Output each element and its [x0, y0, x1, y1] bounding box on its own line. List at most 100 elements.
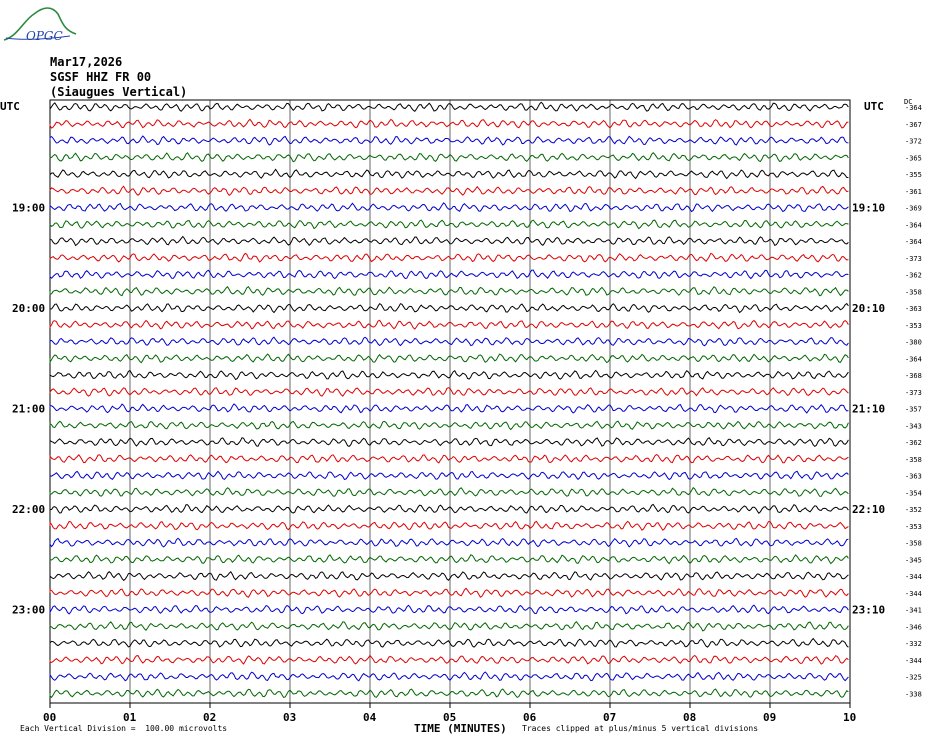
dc-offset-value: -352	[905, 506, 922, 514]
dc-offset-value: -361	[905, 188, 922, 196]
logo-text: OPGC	[26, 29, 63, 43]
minute-gridlines	[49, 100, 851, 708]
dc-offset-labels: -364 -367 -372 -365 -355 -361 -369 -364 -364 -373…	[905, 104, 922, 698]
dc-offset-value: -380	[905, 339, 922, 347]
logo-underline	[5, 35, 71, 40]
dc-offset-value: -368	[905, 372, 922, 380]
dc-offset-value: -345	[905, 556, 922, 564]
x-tick-labels: 00 01 02 03 04 05 06 07 08 09 10	[43, 711, 856, 724]
seismic-trace	[49, 604, 849, 615]
x-axis-title: TIME (MINUTES)	[414, 722, 507, 735]
header-station: SGSF HHZ FR 00	[50, 70, 152, 84]
left-utc-label: UTC	[0, 100, 20, 113]
dc-offset-value: -373	[905, 389, 922, 397]
dc-offset-value: -353	[905, 523, 922, 531]
right-utc-label: UTC	[864, 100, 884, 113]
seismic-trace	[49, 219, 849, 230]
x-tick-label: 01	[123, 711, 137, 724]
seismic-trace	[49, 454, 849, 464]
dc-offset-value: -364	[905, 104, 922, 112]
dc-offset-value: -364	[905, 238, 922, 246]
logo-mountain-curve	[3, 7, 77, 41]
dc-offset-value: -367	[905, 121, 922, 129]
left-hour-label: 23:00	[12, 604, 45, 617]
x-tick-label: 03	[283, 711, 296, 724]
left-time-labels: 19:00 20:00 21:00 22:00 23:00	[12, 202, 45, 617]
seismic-trace	[49, 336, 849, 347]
dc-offset-value: -341	[905, 607, 922, 615]
dc-offset-value: -346	[905, 623, 922, 631]
x-tick-label: 10	[843, 711, 856, 724]
x-tick-label: 02	[203, 711, 216, 724]
seismic-trace	[49, 671, 849, 682]
seismic-trace	[49, 436, 849, 448]
x-tick-label: 09	[763, 711, 776, 724]
dc-offset-value: -344	[905, 573, 922, 581]
seismic-trace	[49, 420, 849, 431]
seismic-traces	[49, 101, 849, 699]
seismic-trace	[49, 319, 849, 330]
seismic-trace	[49, 387, 849, 397]
right-hour-label: 23:10	[852, 604, 885, 617]
header-date: Mar17,2026	[50, 55, 123, 69]
dc-offset-value: -358	[905, 456, 922, 464]
opgc-logo: OPGC	[3, 7, 77, 43]
dc-offset-value: -365	[905, 154, 922, 162]
seismic-trace	[49, 654, 849, 665]
dc-offset-value: -358	[905, 540, 922, 548]
dc-header-label: DC	[904, 98, 912, 106]
dc-offset-value: -353	[905, 322, 922, 330]
seismic-trace	[49, 302, 849, 314]
dc-offset-value: -338	[905, 690, 922, 698]
dc-offset-value: -354	[905, 489, 922, 497]
left-hour-label: 21:00	[12, 403, 45, 416]
right-time-labels: 19:10 20:10 21:10 22:10 23:10	[852, 202, 885, 617]
seismic-trace	[49, 135, 849, 146]
dc-offset-value: -369	[905, 205, 922, 213]
dc-offset-value: -362	[905, 272, 922, 280]
x-tick-label: 06	[523, 711, 537, 724]
dc-offset-value: -332	[905, 640, 922, 648]
seismic-trace	[49, 554, 849, 565]
seismic-trace	[49, 369, 849, 381]
x-tick-label: 00	[43, 711, 56, 724]
seismic-trace	[49, 101, 849, 112]
dc-offset-value: -344	[905, 657, 922, 665]
seismic-trace	[49, 269, 849, 280]
dc-offset-value: -325	[905, 674, 922, 682]
seismic-trace	[49, 252, 849, 263]
right-hour-label: 21:10	[852, 403, 885, 416]
seismic-trace	[49, 353, 849, 364]
seismic-trace	[49, 587, 849, 598]
seismic-trace	[49, 168, 849, 180]
left-hour-label: 19:00	[12, 202, 45, 215]
left-hour-label: 20:00	[12, 302, 45, 315]
footer-clip-note: Traces clipped at plus/minus 5 vertical …	[522, 724, 759, 733]
right-hour-label: 19:10	[852, 202, 885, 215]
dc-offset-value: -363	[905, 473, 922, 481]
right-hour-label: 22:10	[852, 503, 885, 516]
seismic-trace	[49, 688, 849, 699]
x-tick-label: 08	[683, 711, 696, 724]
seismic-trace	[49, 537, 849, 548]
seismic-trace	[49, 403, 849, 414]
x-tick-label: 05	[443, 711, 456, 724]
seismic-trace	[49, 571, 849, 582]
dc-offset-value: -343	[905, 422, 922, 430]
header-location: (Siaugues Vertical)	[50, 85, 188, 99]
seismic-trace	[49, 118, 849, 129]
dc-offset-value: -362	[905, 439, 922, 447]
seismic-trace	[49, 520, 849, 531]
dc-offset-value: -363	[905, 305, 922, 313]
dc-offset-value: -364	[905, 355, 922, 363]
seismic-trace	[49, 503, 849, 514]
seismic-trace	[49, 202, 849, 213]
x-tick-label: 07	[603, 711, 616, 724]
footer-scale-note: Each Vertical Division = 100.00 microvol…	[20, 724, 228, 733]
seismic-trace	[49, 185, 849, 196]
dc-offset-value: -372	[905, 138, 922, 146]
seismic-trace	[49, 486, 849, 497]
dc-offset-value: -357	[905, 406, 922, 414]
seismic-trace	[49, 286, 849, 297]
